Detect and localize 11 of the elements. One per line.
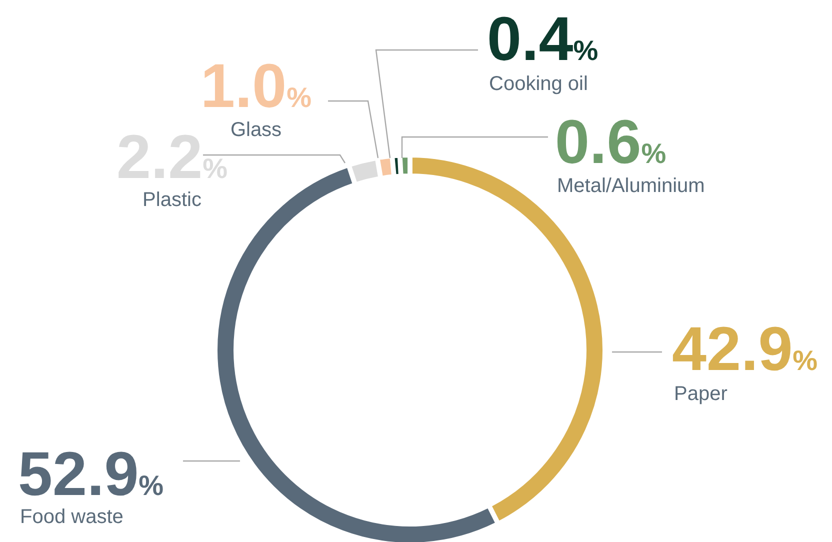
data-label: 1.0% [200,52,312,121]
slice-label: Metal/Aluminium [557,175,705,197]
slice-label: Food waste [20,506,124,528]
data-label: 42.9% [672,315,818,384]
slice-label: Cooking oil [489,73,588,95]
data-label: 52.9% [18,440,164,509]
slice-label: Glass [230,119,282,141]
slice-label: Plastic [142,189,202,211]
data-label: 0.4% [487,5,598,74]
data-label: 0.6% [555,108,666,177]
slice-label: Paper [674,383,728,405]
